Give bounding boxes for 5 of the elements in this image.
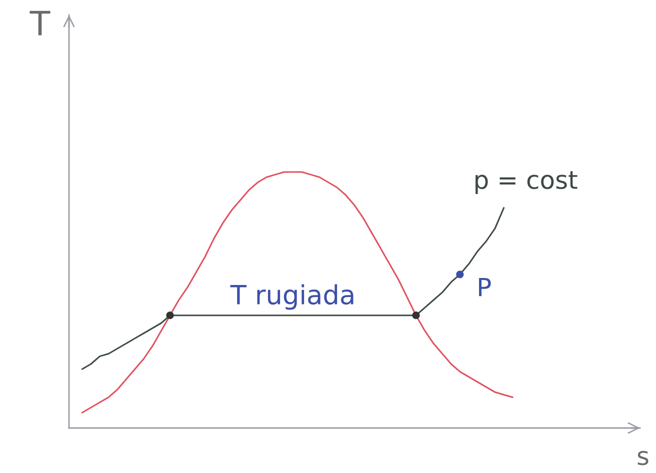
- y-axis-title: T: [30, 10, 50, 36]
- annotation: T rugiada: [230, 284, 354, 310]
- series-label: P: [479, 278, 491, 296]
- x-axis-title: s: [638, 450, 648, 466]
- series-label: p = cost: [476, 171, 578, 194]
